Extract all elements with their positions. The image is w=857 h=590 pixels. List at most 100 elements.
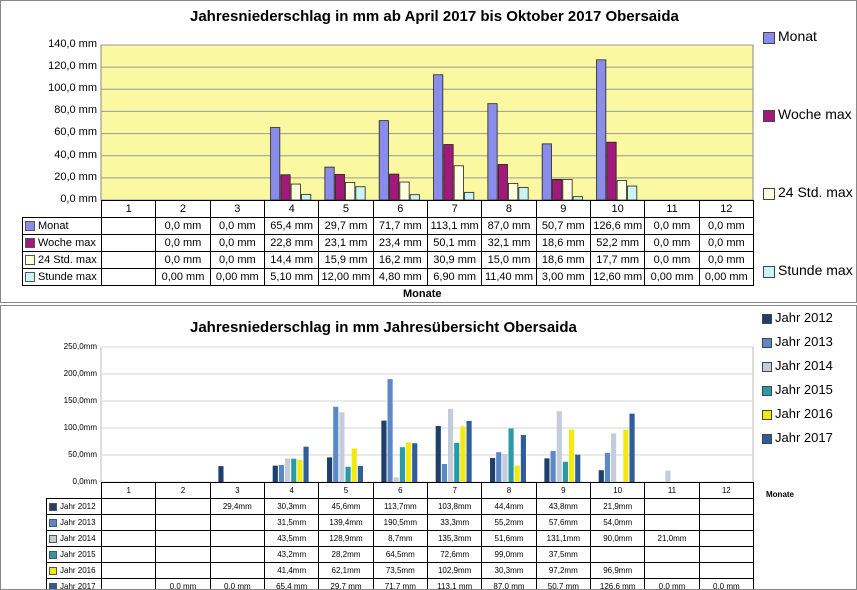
table-value: 45,6mm	[318, 498, 374, 515]
category-label: 6	[372, 482, 428, 499]
table-value	[101, 514, 157, 531]
series-key	[49, 566, 57, 575]
table-value: 57,6mm	[535, 514, 591, 531]
table-value	[698, 498, 754, 515]
y-tick-label: 60,0 mm	[54, 126, 97, 139]
table-value: 0,0 mm	[155, 234, 211, 252]
table-value: 44,4mm	[481, 498, 537, 515]
series-name: Woche max	[38, 237, 96, 249]
table-value	[101, 546, 157, 563]
table-value: 21,9mm	[590, 498, 646, 515]
table-value: 87,0 mm	[481, 217, 537, 235]
table-value: 96,9mm	[590, 562, 646, 579]
legend-swatch	[763, 266, 775, 278]
legend-swatch	[762, 410, 772, 420]
table-value: 71,7 mm	[372, 217, 428, 235]
category-label: 10	[590, 200, 646, 218]
table-value: 0,00 mm	[155, 268, 211, 286]
table-value: 32,1 mm	[481, 234, 537, 252]
series-row-label: Woche max	[22, 234, 102, 252]
bar-jahr-2014-11	[665, 470, 671, 482]
category-label: 1	[101, 482, 157, 499]
table-value	[698, 562, 754, 579]
table-value: 71,7 mm	[372, 578, 428, 590]
table-value	[644, 514, 700, 531]
bar-jahr-2012-6	[381, 420, 387, 482]
table-value: 16,2 mm	[372, 251, 428, 269]
series-key	[49, 518, 57, 527]
table-value: 0,0 mm	[155, 578, 211, 590]
series-key	[25, 255, 35, 266]
y-tick-label: 200,0mm	[63, 368, 97, 378]
table-value: 0,0 mm	[209, 251, 265, 269]
bar-jahr-2014-5	[339, 412, 345, 482]
table-value: 128,9mm	[318, 530, 374, 547]
y-tick-label: 20,0 mm	[54, 170, 97, 183]
bar-monat-9	[541, 143, 552, 201]
table-value	[101, 251, 157, 269]
table-value: 87,0 mm	[481, 578, 537, 590]
bar-woche-max-8	[497, 164, 508, 201]
category-label: 8	[481, 200, 537, 218]
table-value: 52,2 mm	[590, 234, 646, 252]
series-row-label: Stunde max	[22, 268, 102, 286]
table-value	[209, 514, 265, 531]
table-value	[155, 514, 211, 531]
legend-label: Jahr 2016	[775, 406, 833, 421]
table-value: 0,0 mm	[155, 251, 211, 269]
category-label: 4	[264, 200, 320, 218]
table-value: 43,2mm	[264, 546, 320, 563]
series-row-label: Monat	[22, 217, 102, 235]
table-value: 23,1 mm	[318, 234, 374, 252]
table-value	[101, 234, 157, 252]
table-value: 64,5mm	[372, 546, 428, 563]
table-value: 50,7 mm	[535, 217, 591, 235]
series-key	[49, 550, 57, 559]
chart2-title: Jahresniederschlag in mm Jahresübersicht…	[190, 319, 577, 336]
bar-24-std-max-10	[616, 180, 627, 201]
table-value: 3,00 mm	[535, 268, 591, 286]
bar-jahr-2012-10	[598, 470, 604, 482]
series-name: Jahr 2017	[60, 582, 96, 590]
chart2-x-axis-title: Monate	[766, 490, 794, 499]
table-value: 11,40 mm	[481, 268, 537, 286]
legend-label: Monat	[778, 28, 817, 44]
bar-jahr-2015-4	[291, 458, 297, 482]
table-value: 97,2mm	[535, 562, 591, 579]
category-label: 2	[155, 200, 211, 218]
table-value: 99,0mm	[481, 546, 537, 563]
table-value	[155, 498, 211, 515]
table-value: 14,4 mm	[264, 251, 320, 269]
table-value: 72,6mm	[427, 546, 483, 563]
category-label: 4	[264, 482, 320, 499]
table-value: 28,2mm	[318, 546, 374, 563]
table-value: 0,00 mm	[698, 268, 754, 286]
category-label: 5	[318, 482, 374, 499]
table-value: 0,0 mm	[155, 217, 211, 235]
table-value: 21,0mm	[644, 530, 700, 547]
bar-jahr-2016-9	[568, 429, 575, 482]
table-value	[590, 546, 646, 563]
series-row-label: 24 Std. max	[22, 251, 102, 269]
bar-woche-max-10	[606, 141, 617, 201]
table-value: 29,7 mm	[318, 578, 374, 590]
table-value: 113,1 mm	[427, 217, 483, 235]
category-label: 9	[535, 482, 591, 499]
bar-woche-max-6	[389, 173, 400, 201]
table-value: 65,4 mm	[264, 217, 320, 235]
table-value: 18,6 mm	[535, 234, 591, 252]
table-value: 12,00 mm	[318, 268, 374, 286]
series-name: Monat	[38, 220, 69, 232]
legend-label: Jahr 2012	[775, 310, 833, 325]
chart-yearly-overview: Jahresniederschlag in mm Jahresübersicht…	[0, 305, 857, 590]
table-value: 135,3mm	[427, 530, 483, 547]
table-value: 0,0 mm	[209, 234, 265, 252]
bar-jahr-2012-8	[490, 458, 496, 482]
table-value: 126,6 mm	[590, 578, 646, 590]
table-value: 190,5mm	[372, 514, 428, 531]
category-label: 5	[318, 200, 374, 218]
series-name: Jahr 2015	[60, 550, 96, 559]
series-row-label: Jahr 2015	[46, 546, 102, 563]
table-value	[101, 578, 157, 590]
bar-jahr-2015-6	[399, 447, 405, 482]
